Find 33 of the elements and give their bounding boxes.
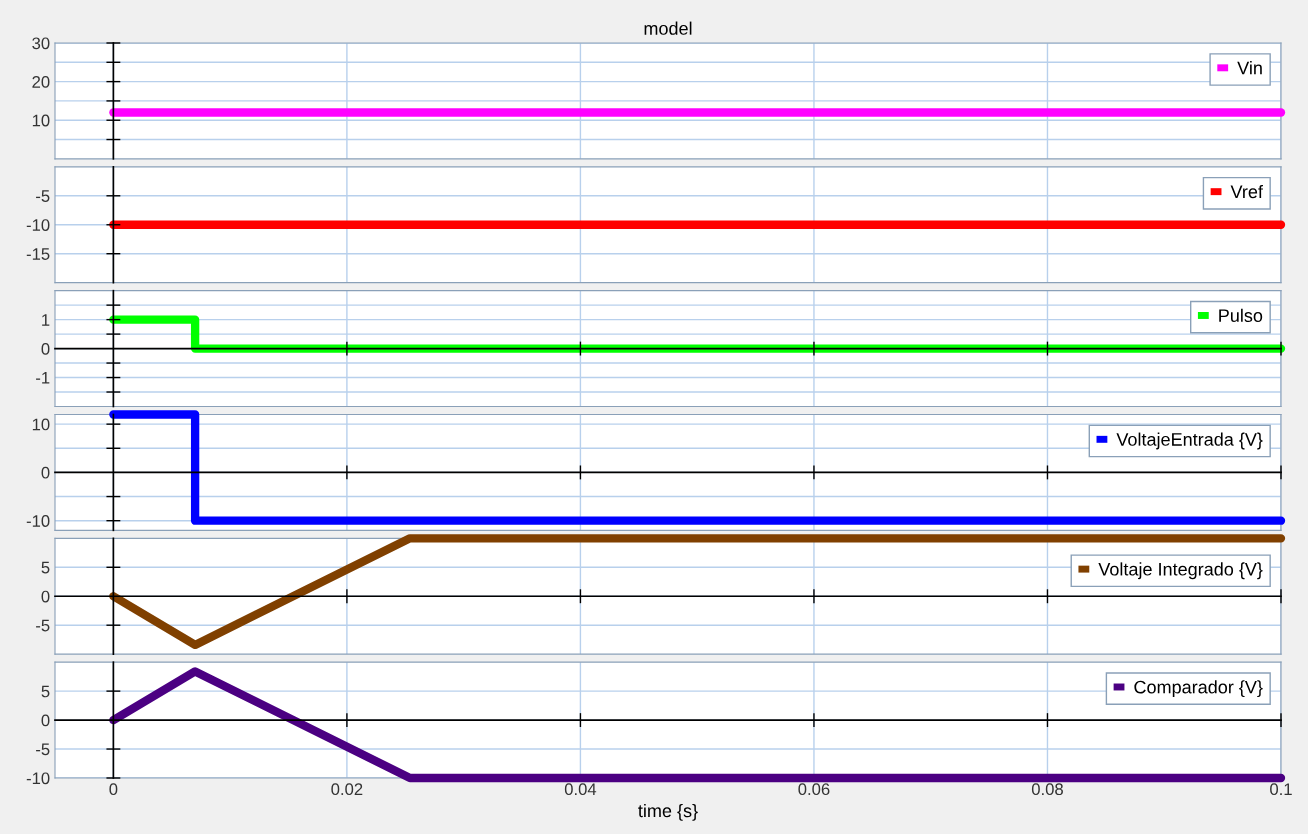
legend-label: Comparador {V} — [1134, 680, 1263, 698]
x-tick-label: 0.02 — [331, 783, 363, 796]
y-tick-label: 20 — [32, 76, 50, 88]
y-tick-label: 0 — [41, 714, 50, 727]
y-tick-label: 0 — [41, 590, 50, 603]
y-tick-label: -10 — [26, 515, 50, 527]
y-tick-label: 0 — [41, 466, 50, 479]
legend-label: Pulso — [1219, 308, 1263, 322]
y-tick-label: -5 — [36, 190, 50, 202]
y-tick-label: -5 — [36, 743, 50, 756]
legend-label: Voltaje Integrado {V} — [1098, 562, 1263, 580]
y-tick-label: 30 — [32, 37, 50, 50]
x-axis-title: time {s} — [638, 803, 698, 821]
y-tick-label: -15 — [26, 248, 50, 260]
legend-label: Vin — [1237, 61, 1262, 75]
y-tick-label: -5 — [36, 619, 50, 632]
y-tick-label: 0 — [41, 342, 50, 355]
y-tick-label: -10 — [26, 772, 50, 785]
legend-label: Vref — [1230, 184, 1263, 199]
y-tick-label: 5 — [41, 561, 50, 574]
y-tick-label: -1 — [36, 372, 50, 384]
y-tick-label: -10 — [26, 219, 50, 231]
legend-label: VoltajeEntrada {V} — [1116, 432, 1263, 450]
x-tick-label: 0.06 — [798, 783, 830, 796]
chart-title: model — [644, 21, 692, 35]
x-tick-label: 0 — [109, 783, 118, 796]
y-tick-label: 10 — [32, 114, 50, 127]
y-tick-label: 10 — [32, 418, 50, 431]
y-tick-label: 1 — [42, 314, 50, 326]
y-tick-label: 5 — [41, 685, 50, 698]
x-tick-label: 0.08 — [1031, 783, 1063, 796]
x-tick-label: 0.04 — [564, 783, 597, 796]
x-tick-label: 0.1 — [1270, 783, 1292, 796]
